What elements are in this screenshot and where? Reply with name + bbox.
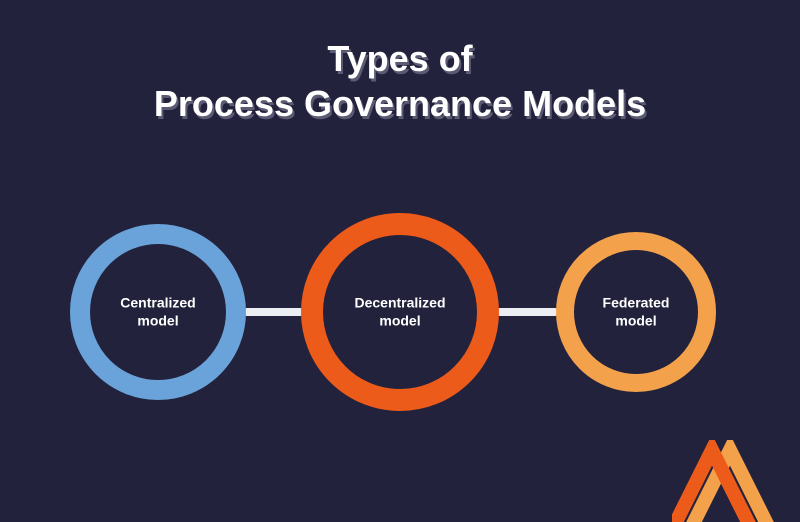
connector-2: [497, 308, 558, 316]
ring-label-centralized-line1: Centralized: [88, 295, 229, 313]
infographic-canvas: Types of Process Governance Models Types…: [0, 0, 800, 522]
connector-1: [244, 308, 303, 316]
brand-logo-icon: [672, 440, 800, 522]
ring-label-centralized-line2: model: [88, 312, 229, 330]
ring-label-decentralized-line2: model: [321, 312, 479, 330]
title-line2: Process Governance Models: [0, 81, 800, 126]
ring-centralized: Centralized model: [70, 224, 246, 400]
ring-label-federated: Federated model: [572, 295, 700, 330]
ring-label-decentralized-line1: Decentralized: [321, 295, 479, 313]
ring-label-decentralized: Decentralized model: [321, 295, 479, 330]
ring-decentralized: Decentralized model: [301, 213, 499, 411]
ring-label-federated-line2: model: [572, 312, 700, 330]
ring-label-centralized: Centralized model: [88, 295, 229, 330]
title-main: Types of Process Governance Models: [0, 36, 800, 126]
title: Types of Process Governance Models Types…: [0, 36, 800, 126]
title-line1: Types of: [0, 36, 800, 81]
ring-label-federated-line1: Federated: [572, 295, 700, 313]
ring-federated: Federated model: [556, 232, 716, 392]
